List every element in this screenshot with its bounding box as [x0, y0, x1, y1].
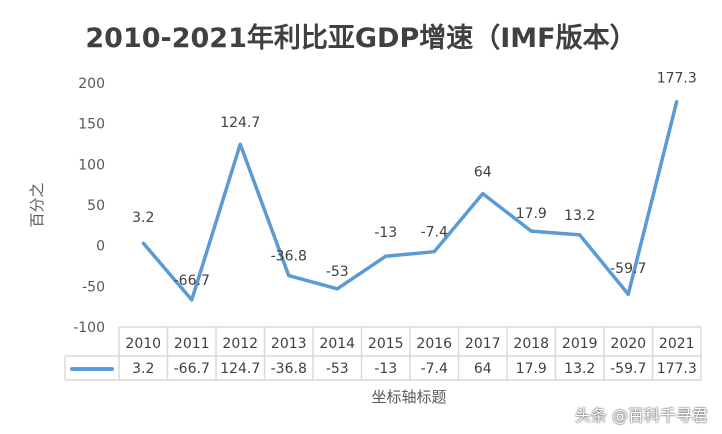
x-tick-label: 2018 — [513, 336, 549, 352]
data-point — [190, 298, 194, 302]
data-point — [675, 99, 679, 103]
watermark: 头条 @百科千寻君 — [574, 406, 708, 425]
x-axis-title: 坐标轴标题 — [371, 388, 446, 406]
data-point — [578, 233, 582, 237]
table-value: -66.7 — [174, 361, 210, 377]
data-label: 13.2 — [564, 208, 595, 224]
data-label: 177.3 — [657, 70, 697, 86]
data-label: 64 — [474, 165, 492, 181]
series-line — [141, 101, 679, 302]
y-tick-label: 200 — [78, 76, 105, 92]
data-label: -66.7 — [174, 273, 210, 289]
table-value: -59.7 — [610, 361, 646, 377]
data-label: -36.8 — [271, 249, 307, 265]
data-label: -7.4 — [421, 225, 448, 241]
y-axis-title: 百分之 — [28, 182, 46, 227]
y-tick-label: 0 — [96, 239, 105, 255]
data-point — [529, 229, 533, 233]
y-tick-label: -100 — [73, 320, 105, 336]
data-point — [626, 292, 630, 296]
y-tick-label: -50 — [82, 279, 105, 295]
table-value: -53 — [326, 361, 349, 377]
y-tick-label: 150 — [78, 117, 105, 133]
x-tick-label: 2021 — [659, 336, 695, 352]
data-label: 17.9 — [516, 206, 547, 222]
data-label: 3.2 — [132, 210, 154, 226]
table-value: -13 — [374, 361, 397, 377]
data-point — [432, 250, 436, 254]
x-tick-label: 2016 — [416, 336, 452, 352]
data-point — [335, 287, 339, 291]
x-tick-label: 2013 — [271, 336, 307, 352]
data-label: -53 — [326, 264, 349, 280]
data-point — [141, 241, 145, 245]
table-value: -36.8 — [271, 361, 307, 377]
table-value: -7.4 — [421, 361, 448, 377]
y-tick-label: 100 — [78, 157, 105, 173]
x-tick-label: 2017 — [465, 336, 501, 352]
table-value: 3.2 — [132, 361, 154, 377]
data-point — [384, 254, 388, 258]
x-tick-label: 2011 — [174, 336, 210, 352]
data-label: -59.7 — [610, 261, 646, 277]
table-value: 124.7 — [220, 361, 260, 377]
table-value: 17.9 — [516, 361, 547, 377]
data-point — [287, 274, 291, 278]
x-tick-label: 2020 — [610, 336, 646, 352]
data-point — [481, 192, 485, 196]
table-value: 64 — [474, 361, 492, 377]
x-tick-label: 2015 — [368, 336, 404, 352]
y-tick-label: 50 — [87, 198, 105, 214]
x-tick-label: 2010 — [125, 336, 161, 352]
data-label: 124.7 — [220, 115, 260, 131]
data-point — [238, 142, 242, 146]
chart-title: 2010-2021年利比亚GDP增速（IMF版本） — [85, 23, 637, 54]
x-tick-label: 2019 — [562, 336, 598, 352]
data-label: -13 — [374, 225, 397, 241]
x-tick-label: 2014 — [319, 336, 355, 352]
x-tick-label: 2012 — [222, 336, 258, 352]
table-value: 177.3 — [657, 361, 697, 377]
table-value: 13.2 — [564, 361, 595, 377]
